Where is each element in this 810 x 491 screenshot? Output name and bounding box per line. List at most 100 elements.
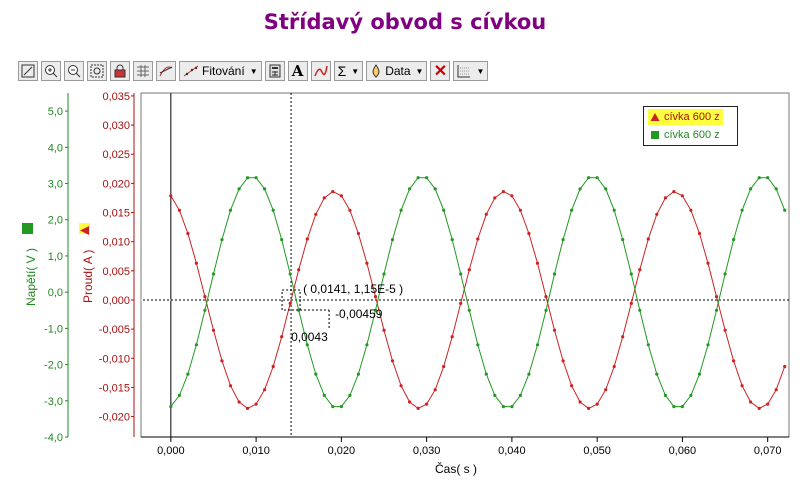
- tangent-button[interactable]: [156, 61, 176, 81]
- page-title: Střídavý obvod s cívkou: [263, 10, 547, 34]
- data-point: [595, 402, 599, 406]
- data-point: [527, 231, 531, 236]
- x-tick-label: 0,010: [242, 445, 270, 457]
- data-point: [740, 384, 744, 388]
- data-point: [467, 268, 471, 272]
- data-point: [749, 400, 753, 404]
- data-point: [689, 393, 693, 397]
- data-point: [314, 372, 318, 376]
- current-tick-label: 0,035: [102, 91, 130, 103]
- voltage-tick-label: 3,0: [48, 179, 63, 191]
- data-point: [655, 372, 659, 376]
- current-axis-label: Proud( A ): [81, 249, 95, 303]
- chevron-down-icon: ▼: [249, 66, 258, 76]
- data-point: [578, 400, 582, 404]
- data-point: [706, 261, 710, 265]
- data-point: [612, 208, 616, 212]
- data-point: [211, 328, 216, 332]
- data-point: [442, 364, 446, 369]
- chevron-down-icon: ▼: [476, 66, 485, 76]
- legend-item[interactable]: cívka 600 z: [648, 109, 723, 125]
- calculator-button[interactable]: [264, 61, 285, 81]
- voltage-tick-label: 5,0: [48, 106, 63, 118]
- data-point: [425, 176, 429, 180]
- data-point: [638, 268, 642, 272]
- text-button[interactable]: A: [287, 61, 308, 81]
- delete-button[interactable]: ✕: [430, 61, 451, 81]
- data-point: [194, 261, 198, 265]
- data-point: [220, 359, 224, 363]
- graph-options-dropdown[interactable]: ▼: [453, 61, 489, 81]
- data-point: [655, 212, 659, 216]
- voltage-tick-label: -3,0: [44, 396, 63, 408]
- text-icon: A: [291, 62, 304, 80]
- data-point: [740, 208, 744, 212]
- data-point: [177, 208, 181, 212]
- data-point: [382, 272, 386, 276]
- data-point: [467, 308, 471, 312]
- data-point: [263, 388, 267, 392]
- data-point: [629, 301, 633, 305]
- zoom-box-icon: [90, 64, 104, 78]
- data-point: [356, 372, 360, 376]
- calculator-icon: [269, 64, 281, 78]
- current-tick-label: 0,020: [102, 178, 130, 190]
- data-point: [732, 359, 736, 363]
- data-point: [552, 328, 557, 332]
- data-point: [348, 208, 352, 212]
- zoom-in-button[interactable]: [41, 61, 61, 81]
- x-tick-label: 0,040: [498, 445, 526, 457]
- data-point: [544, 308, 548, 312]
- legend-label: cívka 600 z: [664, 129, 720, 141]
- data-point: [263, 187, 267, 191]
- data-point: [561, 238, 565, 242]
- data-point: [408, 400, 412, 404]
- legend-label: cívka 600 z: [664, 111, 720, 123]
- data-point: [697, 372, 702, 376]
- data-point: [228, 208, 233, 212]
- data-point: [672, 405, 676, 409]
- data-point: [211, 272, 216, 276]
- data-point: [186, 231, 190, 236]
- x-tick-label: 0,030: [413, 445, 441, 457]
- data-point: [169, 405, 173, 409]
- current-tick-label: -0,015: [99, 382, 130, 394]
- data-point: [612, 364, 616, 369]
- data-point: [228, 384, 233, 388]
- x-tick-label: 0,070: [754, 445, 782, 457]
- legend-item[interactable]: cívka 600 z: [648, 127, 723, 143]
- legend[interactable]: cívka 600 z cívka 600 z: [643, 106, 738, 146]
- data-point: [518, 208, 523, 212]
- data-dropdown[interactable]: Data ▼: [366, 61, 428, 81]
- autoscale-button[interactable]: [18, 61, 38, 81]
- fit-dropdown[interactable]: Fitování ▼: [179, 61, 262, 81]
- curve-button[interactable]: [310, 61, 331, 81]
- data-point: [672, 190, 676, 194]
- x-tick-label: 0,050: [583, 445, 611, 457]
- data-point: [510, 194, 514, 198]
- sigma-dropdown[interactable]: Σ ▼: [333, 61, 364, 81]
- data-point: [663, 393, 668, 397]
- data-point: [749, 187, 753, 191]
- sigma-icon: Σ: [337, 63, 347, 79]
- data-point: [433, 388, 437, 392]
- zoom-in-icon: [45, 65, 58, 78]
- data-point: [425, 402, 429, 406]
- current-tick-label: -0,020: [99, 412, 130, 424]
- zoom-out-button[interactable]: [64, 61, 84, 81]
- chevron-down-icon: ▼: [351, 66, 360, 76]
- data-point: [433, 187, 437, 191]
- zoom-box-button[interactable]: [87, 61, 107, 81]
- data-point: [399, 208, 403, 212]
- x-tick-label: 0,000: [157, 445, 185, 457]
- data-point: [288, 272, 292, 276]
- table-button[interactable]: [133, 61, 153, 81]
- data-point: [416, 176, 420, 180]
- data-point: [493, 196, 497, 200]
- data-point: [271, 208, 275, 212]
- data-point: [339, 194, 343, 198]
- lock-button[interactable]: [110, 61, 130, 81]
- data-point: [220, 238, 224, 242]
- data-point: [646, 343, 650, 347]
- data-point: [757, 176, 761, 180]
